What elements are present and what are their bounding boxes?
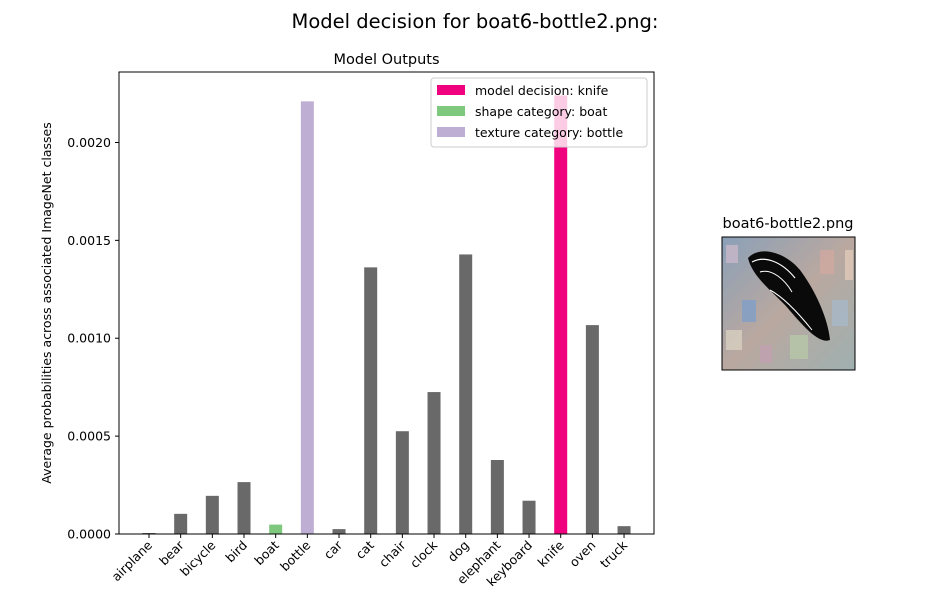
bar-bottle bbox=[300, 101, 314, 535]
y-tick-label: 0.0010 bbox=[67, 331, 111, 346]
legend-swatch-texture-category bbox=[437, 127, 465, 137]
bar-clock bbox=[427, 392, 441, 534]
bar-keyboard bbox=[522, 500, 536, 534]
y-axis-label: Average probabilities across associated … bbox=[39, 122, 54, 483]
y-tick-label: 0.0020 bbox=[67, 135, 111, 150]
y-axis: 0.0000 0.0005 0.0010 0.0015 0.0020 bbox=[67, 135, 119, 542]
legend-swatch-shape-category bbox=[437, 106, 465, 116]
plot-frame bbox=[118, 71, 655, 535]
x-tick-label-car: car bbox=[321, 537, 346, 562]
bar-chair bbox=[395, 431, 409, 534]
x-tick-label-truck: truck bbox=[597, 537, 631, 571]
x-tick-label-dog: dog bbox=[445, 538, 472, 565]
legend: model decision: knife shape category: bo… bbox=[430, 77, 648, 148]
figure-suptitle: Model decision for boat6-bottle2.png: bbox=[292, 10, 659, 33]
legend-label-texture-category: texture category: bottle bbox=[475, 125, 623, 140]
y-tick-label: 0.0000 bbox=[67, 527, 111, 542]
y-tick-label: 0.0005 bbox=[67, 429, 111, 444]
bar-oven bbox=[585, 325, 599, 534]
x-tick-label-knife: knife bbox=[534, 537, 567, 570]
stimulus-image bbox=[721, 236, 856, 371]
bar-series bbox=[142, 95, 631, 535]
bar-dog bbox=[459, 254, 473, 534]
bar-boat bbox=[269, 524, 283, 534]
legend-label-shape-category: shape category: boat bbox=[475, 104, 607, 119]
bar-bear bbox=[174, 513, 188, 534]
x-tick-label-chair: chair bbox=[376, 537, 409, 570]
x-tick-label-oven: oven bbox=[566, 538, 598, 570]
x-tick-label-bottle: bottle bbox=[277, 537, 314, 574]
legend-label-model-decision: model decision: knife bbox=[475, 83, 609, 98]
x-tick-label-airplane: airplane bbox=[108, 537, 155, 584]
y-tick-label: 0.0015 bbox=[67, 233, 111, 248]
legend-swatch-model-decision bbox=[437, 85, 465, 95]
bar-truck bbox=[617, 526, 631, 534]
x-tick-label-bird: bird bbox=[222, 538, 250, 566]
bar-elephant bbox=[490, 460, 504, 534]
chart-title: Model Outputs bbox=[333, 52, 439, 68]
legend-box bbox=[430, 77, 648, 148]
bar-cat bbox=[364, 267, 378, 534]
bar-knife bbox=[554, 95, 568, 535]
bar-bicycle bbox=[205, 495, 219, 534]
stimulus-title: boat6-bottle2.png bbox=[723, 216, 854, 232]
x-tick-label-clock: clock bbox=[407, 537, 441, 571]
x-tick-label-cat: cat bbox=[352, 537, 376, 561]
bar-car bbox=[332, 529, 346, 534]
x-tick-label-bicycle: bicycle bbox=[177, 537, 219, 579]
bar-bird bbox=[237, 482, 251, 534]
